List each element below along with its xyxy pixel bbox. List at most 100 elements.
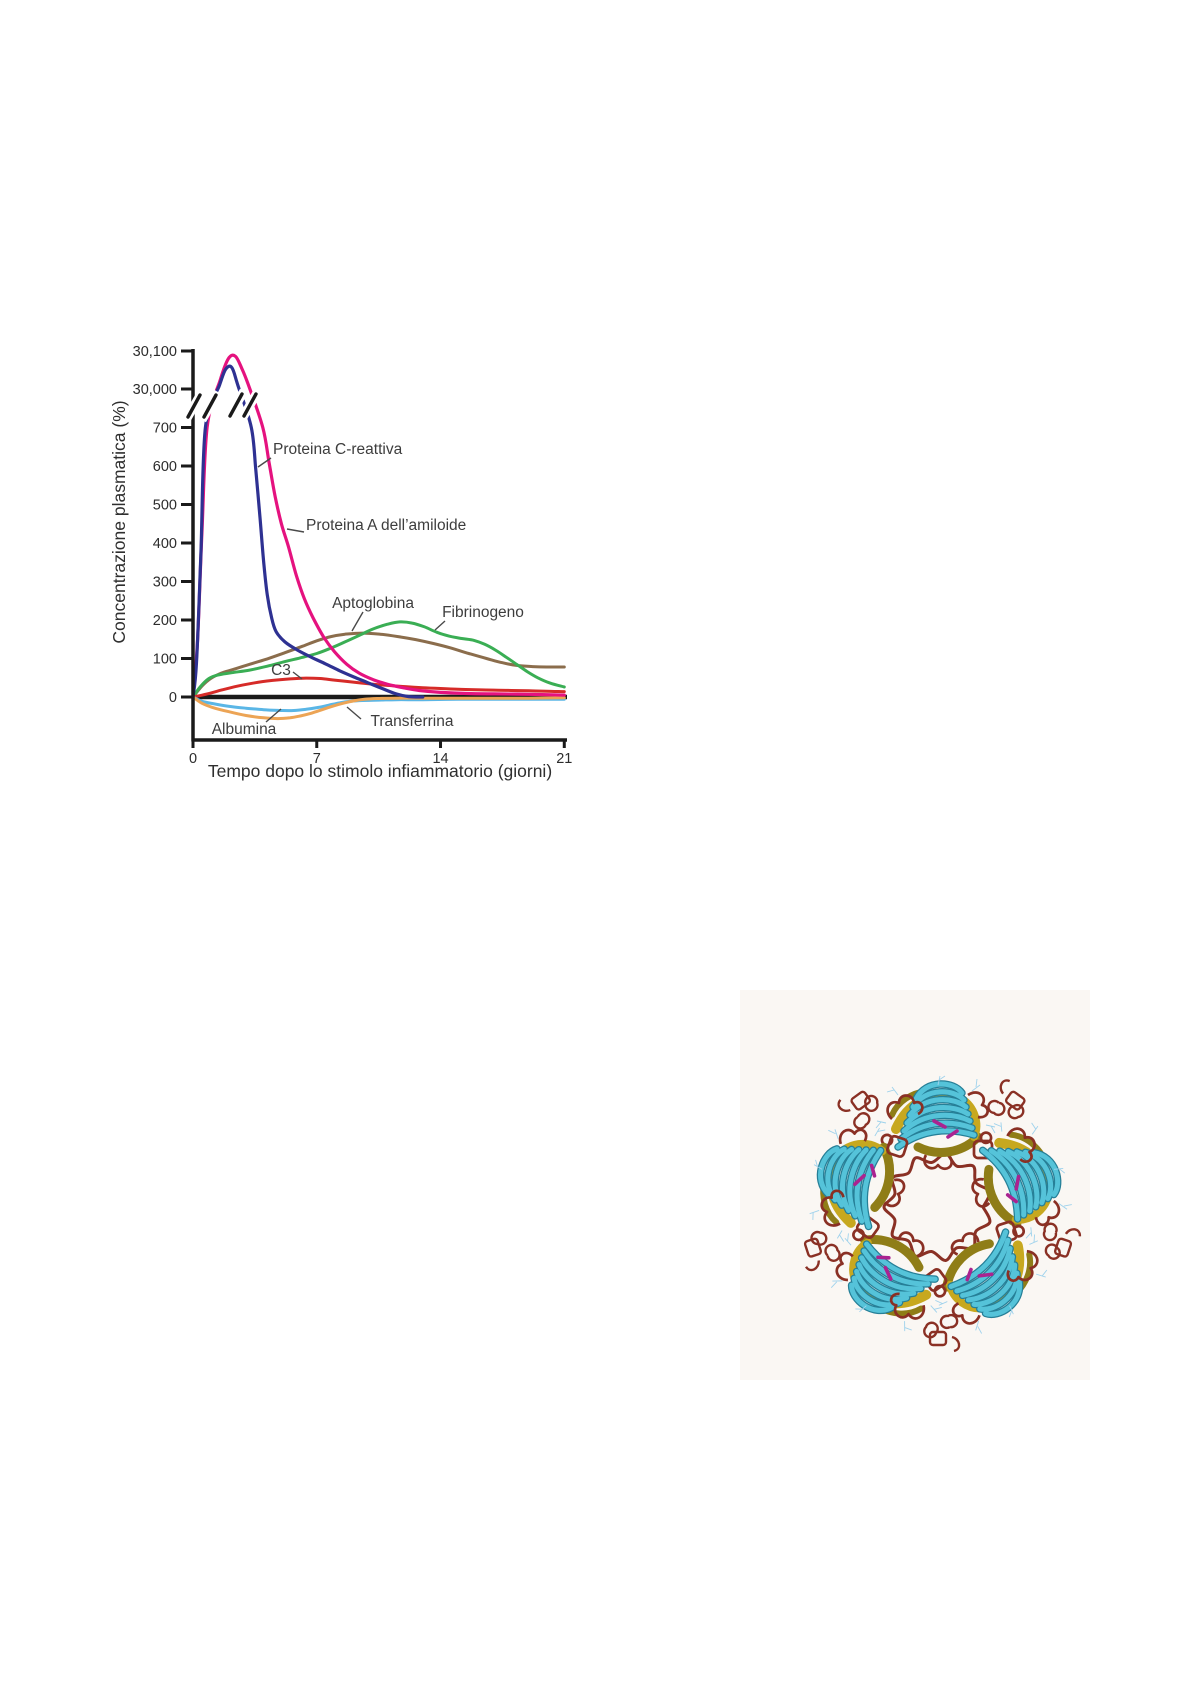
leader-line-transferrina — [346, 706, 362, 720]
side-chain-hairs — [1029, 1234, 1039, 1245]
loop-maroon — [886, 1094, 924, 1121]
x-tick-label: 21 — [556, 751, 572, 767]
molecule-canvas — [740, 990, 1090, 1380]
protomer-subunit — [809, 1127, 909, 1242]
protein-structure-image — [740, 990, 1090, 1385]
loop-maroon — [824, 1243, 841, 1262]
curve-label-fibrinogeno: Fibrinogeno — [442, 604, 524, 621]
leader-line-aptoglobina — [351, 611, 364, 632]
loop-maroon — [810, 1230, 828, 1246]
beta-strand-yellow — [860, 1234, 924, 1272]
side-chain-hairs — [1053, 1167, 1066, 1174]
beta-sheet-tube — [847, 1147, 869, 1219]
loop-maroon — [850, 1090, 871, 1111]
beta-strand-yellow — [983, 1164, 1022, 1228]
loop-maroon — [967, 1091, 989, 1119]
loop-maroon — [928, 1330, 948, 1347]
corner-loop-cluster — [987, 1079, 1026, 1120]
loop-maroon — [1042, 1222, 1058, 1242]
side-chain-hairs — [904, 1321, 912, 1332]
loop-maroon — [838, 1128, 868, 1145]
loop-maroon — [971, 1177, 991, 1208]
loop-maroon — [889, 1292, 926, 1320]
loop-maroon — [1006, 1127, 1036, 1164]
protomer-subunit — [830, 1215, 947, 1332]
side-chain-hairs — [993, 1122, 1003, 1132]
side-chain-hairs — [813, 1159, 823, 1170]
loop-maroon — [1053, 1237, 1073, 1258]
beta-sheet-tube — [1014, 1149, 1047, 1206]
beta-sheet-tube — [818, 1146, 840, 1198]
beta-sheet-tube — [907, 1097, 969, 1118]
accent-magenta — [1005, 1193, 1018, 1204]
loop-maroon — [897, 1231, 925, 1258]
central-pore-loops — [882, 1152, 992, 1262]
side-chain-hairs — [844, 1233, 852, 1246]
x-axis-title: Tempo dopo lo stimolo infiammatorio (gio… — [208, 761, 552, 781]
loop-maroon — [883, 1178, 906, 1208]
loop-maroon — [1012, 1224, 1026, 1238]
accent-magenta — [883, 1265, 893, 1281]
beta-sheet-tube — [849, 1282, 895, 1313]
accent-magenta — [853, 1173, 866, 1187]
curve-label-aptoglobina: Aptoglobina — [332, 595, 414, 612]
accent-magenta — [932, 1119, 947, 1129]
leader-line-albumina — [265, 708, 282, 723]
side-chain-hairs — [828, 1129, 839, 1139]
loop-maroon — [933, 1284, 947, 1298]
side-chain-hairs — [937, 1075, 946, 1086]
accent-magenta — [869, 1163, 877, 1178]
side-chain-hairs — [1008, 1305, 1014, 1318]
series-fibrinogeno — [191, 620, 566, 699]
beta-strand-yellow — [942, 1239, 994, 1292]
axis-break-slash — [228, 392, 244, 418]
loop-maroon — [939, 1313, 959, 1330]
y-tick-label: 30,100 — [133, 344, 177, 360]
side-chain-hairs — [935, 1299, 948, 1306]
curve-label-albumina: Albumina — [212, 721, 277, 738]
loop-maroon — [803, 1237, 823, 1258]
y-tick-label: 200 — [153, 613, 177, 629]
y-tick-label: 600 — [153, 459, 177, 475]
y-tick-label: 500 — [153, 498, 177, 514]
y-axis-title: Concentrazione plasmatica (%) — [109, 400, 129, 643]
loop-maroon — [1006, 1249, 1039, 1282]
beta-sheet-tube — [859, 1255, 924, 1292]
curve-label-proteina-c-reattiva: Proteina C-reattiva — [273, 441, 403, 458]
side-chain-hairs — [1031, 1122, 1039, 1135]
side-chain-hairs — [985, 1124, 996, 1134]
pentamer-ring — [803, 1075, 1082, 1353]
side-chain-hairs — [886, 1086, 899, 1096]
beta-sheet-tube — [861, 1147, 884, 1229]
beta-sheet-tube — [904, 1104, 971, 1126]
loop-maroon — [1007, 1103, 1025, 1120]
corner-loop-cluster — [837, 1090, 879, 1130]
loop-maroon — [852, 1228, 865, 1242]
side-chain-hairs — [1058, 1203, 1072, 1210]
accent-magenta — [1014, 1174, 1021, 1191]
leader-line-proteina-a-dell-amiloide — [286, 528, 305, 533]
corner-loop-cluster — [1042, 1222, 1082, 1260]
loop-maroon — [923, 1321, 939, 1339]
side-chain-hairs — [1036, 1269, 1048, 1278]
loop-maroon — [950, 1232, 980, 1256]
beta-sheet-tube — [913, 1081, 965, 1102]
beta-sheet-tube — [983, 1278, 1022, 1317]
side-chain-hairs — [874, 1127, 886, 1137]
loop-maroon — [951, 1302, 981, 1325]
loop-maroon — [1005, 1090, 1026, 1111]
axis-break-slash — [242, 392, 258, 418]
loop-maroon — [1034, 1199, 1061, 1227]
x-tick-label: 14 — [432, 751, 448, 767]
corner-loop-cluster — [803, 1230, 841, 1272]
accent-magenta — [876, 1255, 891, 1260]
y-tick-label: 30,000 — [133, 382, 177, 398]
corner-loop-cluster — [923, 1313, 961, 1353]
loop-maroon — [1044, 1243, 1061, 1260]
loop-maroon — [835, 1251, 854, 1282]
side-chain-hairs — [809, 1209, 820, 1220]
beta-strand-yellow — [870, 1142, 894, 1212]
accent-magenta — [977, 1272, 994, 1278]
beta-sheet-tube — [960, 1246, 1013, 1298]
